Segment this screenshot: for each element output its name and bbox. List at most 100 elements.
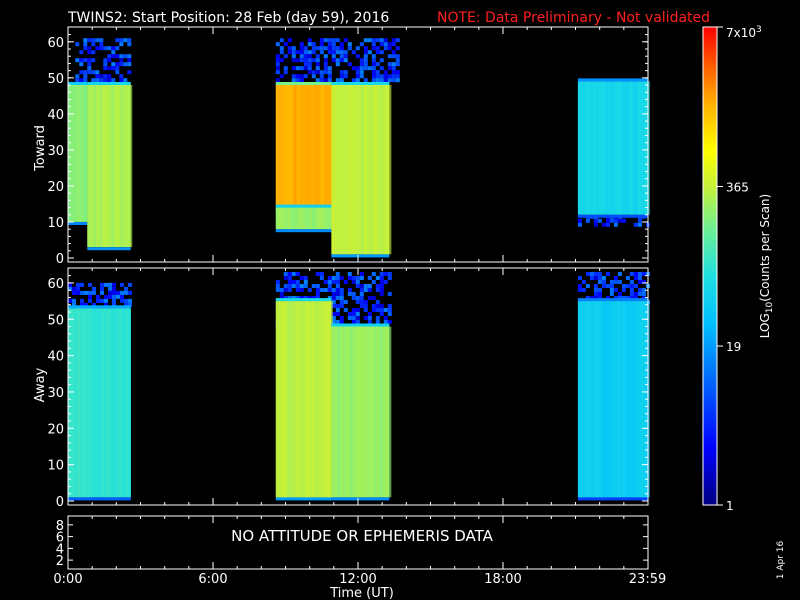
away-block-edge: [331, 323, 390, 327]
toward-noise-cell: [371, 58, 376, 63]
toward-block-edge: [331, 254, 390, 258]
away-noise-cell: [355, 284, 360, 288]
toward-block-texture: [296, 85, 300, 208]
away-noise-cell: [375, 276, 380, 280]
away-noise-cell: [609, 292, 614, 296]
away-block-texture: [355, 326, 359, 498]
toward-noise-cell: [87, 62, 92, 67]
away-noise-cell: [283, 288, 288, 292]
toward-noise-cell: [303, 46, 308, 51]
toward-noise-cell: [363, 46, 368, 51]
toward-noise-cell: [275, 70, 280, 75]
toward-noise-cell: [275, 66, 280, 71]
away-block-texture: [110, 308, 113, 498]
away-noise-cell: [291, 272, 296, 276]
toward-noise-cell: [299, 50, 304, 55]
toward-block-texture: [586, 81, 590, 215]
toward-noise-cell: [633, 222, 638, 227]
away-noise-cell: [387, 276, 392, 280]
toward-block-texture: [87, 85, 91, 248]
away-noise-cell: [629, 292, 634, 296]
away-noise-cell: [363, 316, 368, 320]
away-noise-cell: [367, 284, 372, 288]
colorbar-tick-label: 19: [726, 340, 741, 354]
toward-noise-cell: [335, 50, 340, 55]
away-block-texture: [122, 308, 125, 498]
toward-block-texture: [343, 85, 347, 255]
toward-noise-cell: [339, 46, 344, 51]
toward-noise-cell: [359, 58, 364, 63]
toward-block-texture: [275, 85, 279, 208]
toward-noise-cell: [617, 218, 622, 223]
toward-noise-cell: [339, 78, 344, 83]
toward-block-texture: [123, 85, 127, 248]
away-noise-cell: [291, 280, 296, 284]
away-noise-cell: [100, 290, 104, 295]
away-noise-cell: [295, 296, 300, 300]
away-block-texture: [95, 308, 98, 498]
away-noise-cell: [577, 284, 582, 288]
toward-noise-cell: [343, 38, 348, 43]
toward-noise-cell: [363, 66, 368, 71]
away-block-texture: [367, 326, 371, 498]
away-noise-cell: [637, 280, 642, 284]
away-noise-cell: [641, 296, 646, 300]
toward-noise-cell: [395, 78, 400, 83]
toward-noise-cell: [371, 66, 376, 71]
toward-noise-cell: [351, 66, 356, 71]
away-block-texture: [619, 301, 623, 498]
away-noise-cell: [80, 290, 84, 295]
toward-block-texture: [71, 85, 74, 222]
toward-noise-cell: [347, 46, 352, 51]
away-noise-cell: [347, 272, 352, 276]
away-noise-cell: [84, 302, 88, 307]
away-noise-cell: [124, 290, 128, 295]
toward-block-texture: [337, 85, 341, 255]
away-noise-cell: [359, 300, 364, 304]
ephemeris-ytick-label: 4: [56, 542, 64, 557]
toward-block-texture: [281, 85, 285, 208]
away-noise-cell: [100, 298, 104, 303]
away-block-texture: [337, 326, 341, 498]
away-noise-cell: [617, 296, 622, 300]
toward-noise-cell: [303, 58, 308, 63]
toward-noise-cell: [115, 66, 120, 71]
toward-noise-cell: [387, 62, 392, 67]
away-noise-cell: [335, 304, 340, 308]
toward-noise-cell: [303, 74, 308, 79]
toward-noise-cell: [83, 58, 88, 63]
toward-noise-cell: [371, 46, 376, 51]
toward-noise-cell: [327, 66, 332, 71]
away-noise-cell: [279, 292, 284, 296]
away-block-texture: [601, 301, 605, 498]
toward-noise-cell: [585, 218, 590, 223]
away-noise-cell: [327, 280, 332, 284]
away-noise-cell: [303, 296, 308, 300]
toward-noise-cell: [103, 66, 108, 71]
toward-noise-cell: [371, 78, 376, 83]
toward-block-texture: [619, 81, 623, 215]
toward-noise-cell: [119, 78, 124, 83]
x-tick-label: 12:00: [339, 572, 376, 587]
toward-noise-cell: [127, 62, 132, 67]
toward-noise-cell: [299, 58, 304, 63]
toward-noise-cell: [359, 42, 364, 47]
away-noise-cell: [371, 280, 376, 284]
away-block-texture: [116, 308, 119, 498]
toward-noise-cell: [379, 58, 384, 63]
away-block-texture: [616, 301, 620, 498]
away-noise-cell: [597, 292, 602, 296]
toward-noise-cell: [99, 74, 104, 79]
away-noise-cell: [387, 308, 392, 312]
away-noise-cell: [379, 276, 384, 280]
toward-noise-cell: [387, 42, 392, 47]
toward-noise-cell: [87, 70, 92, 75]
toward-noise-cell: [311, 42, 316, 47]
toward-block-texture: [305, 85, 309, 208]
toward-block-texture: [376, 85, 380, 255]
toward-noise-cell: [323, 46, 328, 51]
toward-noise-cell: [87, 58, 92, 63]
away-noise-cell: [383, 280, 388, 284]
away-noise-cell: [359, 284, 364, 288]
away-noise-cell: [80, 298, 84, 303]
